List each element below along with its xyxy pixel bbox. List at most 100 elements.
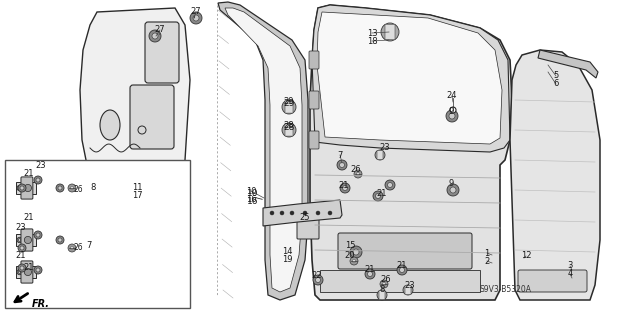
Text: 24: 24: [447, 92, 457, 100]
Text: 26: 26: [73, 243, 83, 253]
Text: 23: 23: [16, 224, 26, 233]
Circle shape: [376, 194, 381, 198]
Circle shape: [36, 268, 40, 272]
Circle shape: [24, 184, 31, 192]
Circle shape: [313, 275, 323, 285]
Text: 21: 21: [365, 265, 375, 275]
FancyBboxPatch shape: [309, 91, 319, 109]
Polygon shape: [317, 12, 502, 144]
FancyBboxPatch shape: [130, 85, 174, 149]
Text: FR.: FR.: [32, 299, 50, 309]
Circle shape: [24, 268, 31, 276]
Text: 8: 8: [380, 286, 385, 294]
Circle shape: [17, 269, 22, 275]
Text: 25: 25: [300, 213, 310, 222]
Circle shape: [447, 184, 459, 196]
Circle shape: [28, 271, 30, 273]
FancyBboxPatch shape: [5, 160, 190, 308]
Text: 21: 21: [377, 189, 387, 197]
Circle shape: [446, 110, 458, 122]
Text: 21: 21: [24, 168, 35, 177]
FancyBboxPatch shape: [518, 270, 587, 292]
Circle shape: [138, 126, 146, 134]
Text: 9: 9: [449, 179, 454, 188]
Circle shape: [17, 185, 22, 191]
Text: 9: 9: [449, 107, 454, 115]
Text: 26: 26: [73, 186, 83, 195]
Circle shape: [385, 180, 395, 190]
FancyBboxPatch shape: [285, 124, 293, 136]
FancyBboxPatch shape: [338, 233, 472, 269]
Text: S9V3-B5320A: S9V3-B5320A: [480, 286, 532, 294]
Circle shape: [19, 271, 21, 273]
Circle shape: [28, 187, 30, 189]
Text: 7: 7: [86, 241, 92, 250]
Circle shape: [18, 264, 26, 272]
Circle shape: [316, 278, 321, 283]
Circle shape: [68, 184, 76, 192]
FancyBboxPatch shape: [21, 177, 33, 199]
Text: 10: 10: [247, 189, 259, 197]
Circle shape: [350, 257, 358, 265]
Text: 4: 4: [568, 270, 573, 278]
Circle shape: [282, 123, 296, 137]
Text: 8: 8: [90, 183, 96, 192]
Text: 26: 26: [351, 166, 362, 174]
Circle shape: [34, 266, 42, 274]
FancyBboxPatch shape: [309, 131, 319, 149]
Text: 29: 29: [284, 97, 294, 106]
Text: 21: 21: [16, 251, 26, 261]
Text: 3: 3: [567, 262, 573, 271]
Circle shape: [365, 269, 375, 279]
Circle shape: [280, 211, 284, 215]
Circle shape: [282, 100, 296, 114]
Circle shape: [383, 282, 385, 286]
Circle shape: [24, 236, 31, 244]
Text: 28: 28: [284, 122, 294, 130]
Circle shape: [373, 191, 383, 201]
Circle shape: [375, 150, 385, 160]
FancyBboxPatch shape: [16, 266, 36, 278]
Circle shape: [26, 185, 31, 191]
Circle shape: [20, 186, 24, 190]
FancyBboxPatch shape: [309, 51, 319, 69]
Text: 23: 23: [36, 160, 46, 169]
Circle shape: [34, 231, 42, 239]
Text: 17: 17: [132, 191, 142, 201]
Circle shape: [19, 239, 21, 241]
Polygon shape: [80, 8, 190, 185]
Polygon shape: [510, 50, 600, 300]
Text: 23: 23: [380, 144, 390, 152]
Circle shape: [303, 211, 307, 215]
Circle shape: [56, 184, 64, 192]
Circle shape: [356, 172, 360, 175]
Circle shape: [20, 266, 24, 270]
Text: 5: 5: [554, 71, 559, 80]
Text: 16: 16: [246, 195, 256, 204]
Text: 10: 10: [246, 187, 256, 196]
Text: 22: 22: [312, 271, 323, 279]
Circle shape: [353, 249, 359, 255]
Circle shape: [193, 15, 199, 21]
Text: 7: 7: [337, 151, 342, 160]
Text: 21: 21: [24, 263, 35, 272]
Circle shape: [449, 113, 455, 119]
Circle shape: [450, 107, 456, 113]
Circle shape: [387, 182, 392, 188]
Circle shape: [70, 186, 74, 189]
Text: 21: 21: [397, 262, 407, 271]
Circle shape: [377, 290, 387, 300]
Text: 20: 20: [345, 251, 355, 261]
Polygon shape: [263, 200, 342, 226]
FancyBboxPatch shape: [379, 291, 385, 300]
FancyBboxPatch shape: [145, 22, 179, 83]
Polygon shape: [225, 8, 302, 292]
Circle shape: [367, 271, 372, 277]
FancyBboxPatch shape: [21, 229, 33, 251]
Text: 28: 28: [284, 123, 294, 132]
Circle shape: [354, 170, 362, 178]
Circle shape: [58, 238, 62, 242]
Circle shape: [381, 23, 399, 41]
Circle shape: [340, 183, 350, 193]
Circle shape: [290, 211, 294, 215]
